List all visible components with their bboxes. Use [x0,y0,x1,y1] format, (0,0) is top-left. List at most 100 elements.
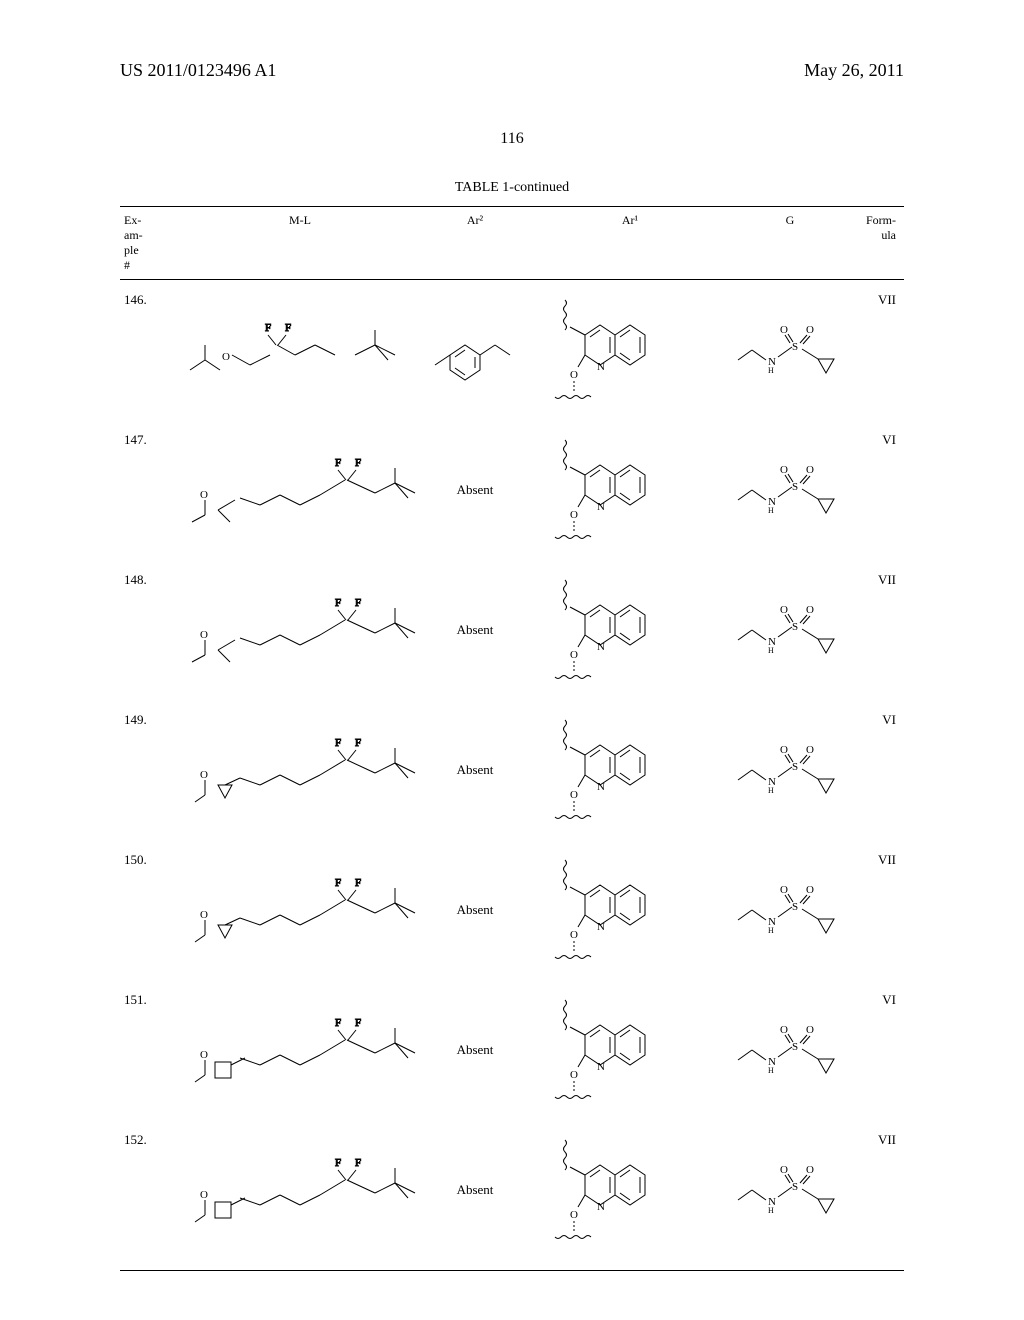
svg-text:F: F [335,1157,341,1169]
svg-text:S: S [792,761,798,773]
svg-text:O: O [780,884,788,896]
table-row: 147. O F F Absent N O N [120,420,904,560]
svg-text:S: S [792,621,798,633]
ar1-structure: N O [530,1125,730,1255]
svg-text:F: F [265,322,271,334]
ml-structure: O FF [180,870,420,950]
g-structure: N H S O O [730,455,850,525]
example-number: 152. [120,1120,180,1148]
svg-text:F: F [355,1017,361,1029]
table-header-row: Ex- am- ple # M-L Ar² Ar¹ G Form- ula [120,206,904,280]
table-row: 152. O FF Absent N O N [120,1120,904,1260]
g-cell: N H S O O [730,595,850,665]
example-number: 146. [120,280,180,308]
g-structure: N H S O O [730,315,850,385]
svg-text:O: O [806,1024,814,1036]
svg-text:H: H [768,1066,774,1075]
ml-cell: O FF [180,870,420,950]
example-number: 147. [120,420,180,448]
table-body: 146. O F F N O [120,280,904,1260]
publication-date: May 26, 2011 [804,60,904,81]
header-ml: M-L [180,213,420,273]
ar1-structure: N O [530,705,730,835]
header-example: Ex- am- ple # [120,213,180,273]
ar1-cell: N O [530,1125,730,1255]
ar2-absent-text: Absent [457,1182,494,1197]
ml-structure: O FF [180,1010,420,1090]
ar1-cell: N O [530,705,730,835]
g-cell: N H S O O [730,875,850,945]
svg-text:F: F [285,322,291,334]
svg-text:F: F [355,457,361,469]
svg-text:O: O [570,509,578,521]
svg-text:N: N [597,1201,605,1213]
g-cell: N H S O O [730,315,850,385]
svg-text:N: N [597,781,605,793]
svg-text:F: F [335,877,341,889]
ml-cell: O FF [180,1150,420,1230]
ml-cell: O FF [180,450,420,530]
svg-text:N: N [597,641,605,653]
svg-text:F: F [335,457,341,469]
svg-text:O: O [200,629,208,641]
svg-text:O: O [780,1024,788,1036]
svg-text:O: O [806,744,814,756]
ar1-cell: N O [530,985,730,1115]
formula-value: VII [850,840,900,868]
svg-text:S: S [792,481,798,493]
ml-structure: O FF [180,730,420,810]
ml-cell: O FF [180,1010,420,1090]
svg-text:O: O [570,369,578,381]
ar2-absent-text: Absent [457,482,494,497]
svg-text:H: H [768,926,774,935]
ar1-structure: N O [530,425,730,555]
svg-text:O: O [570,649,578,661]
ar2-cell: Absent [420,902,530,918]
formula-value: VII [850,1120,900,1148]
table-row: 151. O FF Absent N O N [120,980,904,1120]
ar2-structure [420,310,530,390]
svg-text:O: O [222,351,230,363]
svg-text:O: O [200,769,208,781]
header-g: G [730,213,850,273]
ml-cell: O F F [180,315,420,385]
g-structure: N H S O O [730,1155,850,1225]
ar2-cell: Absent [420,622,530,638]
patent-header: US 2011/0123496 A1 May 26, 2011 [0,60,1024,81]
page-number: 116 [0,130,1024,148]
ar1-structure: N O [530,845,730,975]
ar1-cell: N O [530,845,730,975]
svg-text:O: O [570,789,578,801]
ar2-absent-text: Absent [457,622,494,637]
svg-text:F: F [355,877,361,889]
svg-text:N: N [597,1061,605,1073]
svg-text:S: S [792,1041,798,1053]
example-number: 151. [120,980,180,1008]
svg-text:O: O [806,464,814,476]
ar2-cell: Absent [420,762,530,778]
svg-text:S: S [792,341,798,353]
g-cell: N H S O O [730,455,850,525]
ml-structure: O FF [180,590,420,670]
header-formula: Form- ula [850,213,900,273]
svg-text:F: F [335,737,341,749]
formula-value: VII [850,280,900,308]
svg-text:O: O [780,604,788,616]
ml-cell: O FF [180,730,420,810]
svg-text:F: F [355,1157,361,1169]
g-structure: N H S O O [730,1015,850,1085]
svg-text:F: F [335,597,341,609]
table-row: 146. O FF N O [120,280,904,420]
svg-text:N: N [597,501,605,513]
svg-text:O: O [806,324,814,336]
ar2-cell: Absent [420,1042,530,1058]
formula-value: VII [850,560,900,588]
ar1-structure: N O [530,985,730,1115]
svg-text:H: H [768,1206,774,1215]
svg-text:N: N [597,921,605,933]
formula-value: VI [850,700,900,728]
svg-text:O: O [806,884,814,896]
svg-text:O: O [806,604,814,616]
example-number: 150. [120,840,180,868]
svg-text:O: O [780,744,788,756]
